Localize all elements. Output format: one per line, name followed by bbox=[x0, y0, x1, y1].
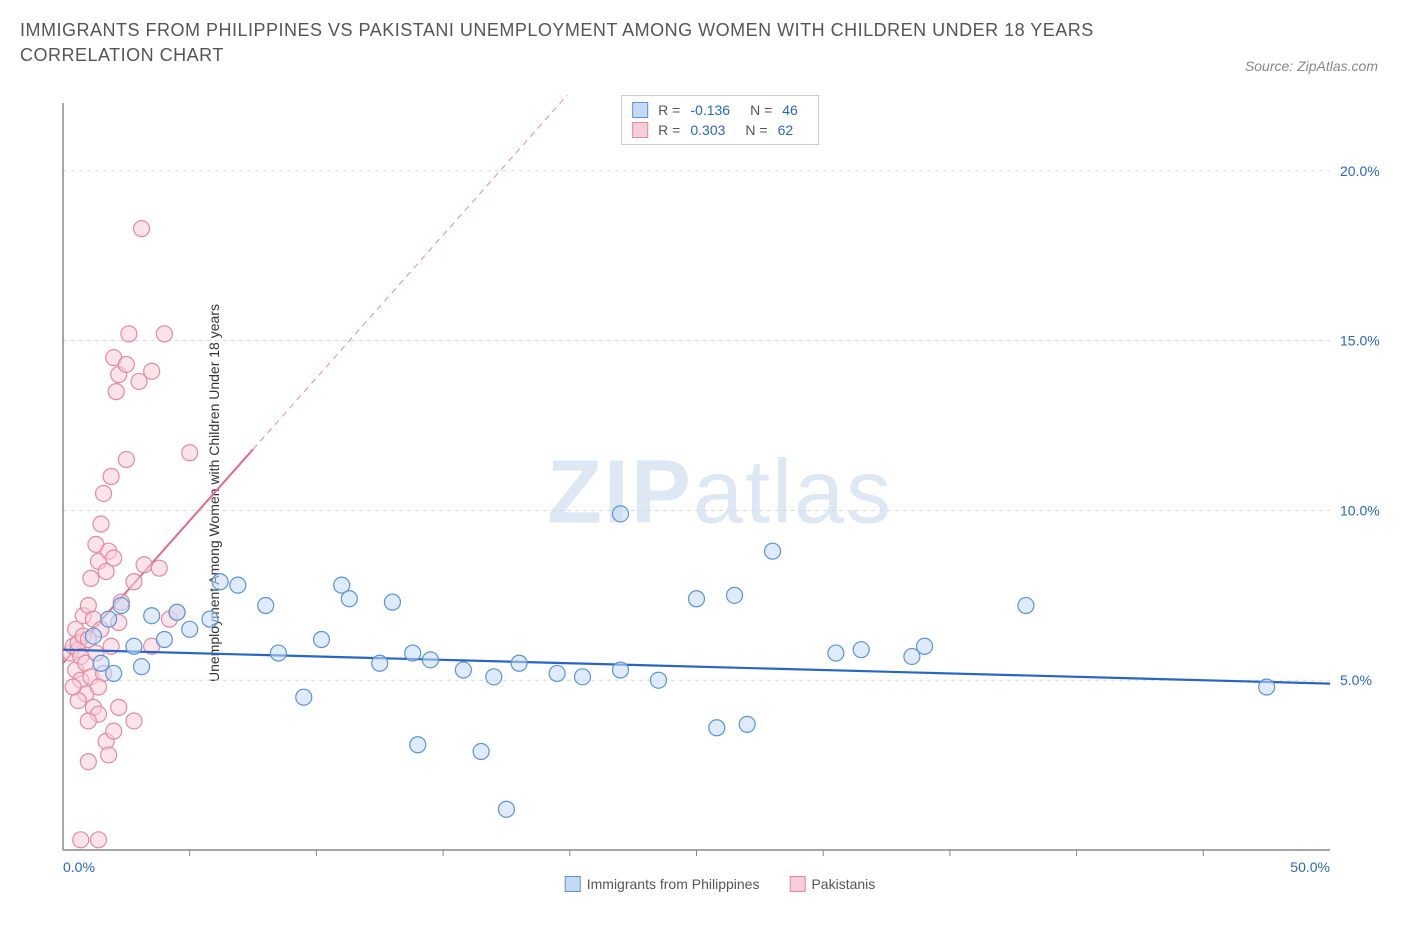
n-value-philippines: 46 bbox=[782, 102, 798, 118]
swatch-philippines-icon bbox=[565, 876, 581, 892]
chart-area: Unemployment Among Women with Children U… bbox=[55, 95, 1385, 890]
swatch-pakistanis bbox=[632, 122, 648, 138]
svg-text:10.0%: 10.0% bbox=[1340, 502, 1380, 518]
source-label: Source: ZipAtlas.com bbox=[1245, 58, 1378, 74]
svg-text:5.0%: 5.0% bbox=[1340, 672, 1372, 688]
svg-text:0.0%: 0.0% bbox=[63, 859, 95, 875]
r-value-pakistanis: 0.303 bbox=[690, 122, 725, 138]
stats-row-pakistanis: R = 0.303 N = 62 bbox=[632, 120, 808, 140]
r-label: R = bbox=[658, 102, 680, 118]
stats-legend: R = -0.136 N = 46 R = 0.303 N = 62 bbox=[621, 95, 819, 145]
r-value-philippines: -0.136 bbox=[690, 102, 730, 118]
chart-title: IMMIGRANTS FROM PHILIPPINES VS PAKISTANI… bbox=[20, 18, 1120, 68]
n-label: N = bbox=[750, 102, 772, 118]
legend-label-philippines: Immigrants from Philippines bbox=[587, 876, 760, 892]
swatch-philippines bbox=[632, 102, 648, 118]
scatter-plot: 5.0% 10.0% 15.0% 20.0% 0.0% 50.0% bbox=[55, 95, 1385, 890]
n-label: N = bbox=[745, 122, 767, 138]
swatch-pakistanis-icon bbox=[789, 876, 805, 892]
legend-label-pakistanis: Pakistanis bbox=[811, 876, 875, 892]
legend-item-pakistanis: Pakistanis bbox=[789, 876, 875, 892]
r-label: R = bbox=[658, 122, 680, 138]
series-legend: Immigrants from Philippines Pakistanis bbox=[565, 876, 876, 892]
stats-row-philippines: R = -0.136 N = 46 bbox=[632, 100, 808, 120]
svg-text:50.0%: 50.0% bbox=[1290, 859, 1330, 875]
n-value-pakistanis: 62 bbox=[778, 122, 794, 138]
legend-item-philippines: Immigrants from Philippines bbox=[565, 876, 760, 892]
svg-text:15.0%: 15.0% bbox=[1340, 333, 1380, 349]
svg-text:20.0%: 20.0% bbox=[1340, 163, 1380, 179]
